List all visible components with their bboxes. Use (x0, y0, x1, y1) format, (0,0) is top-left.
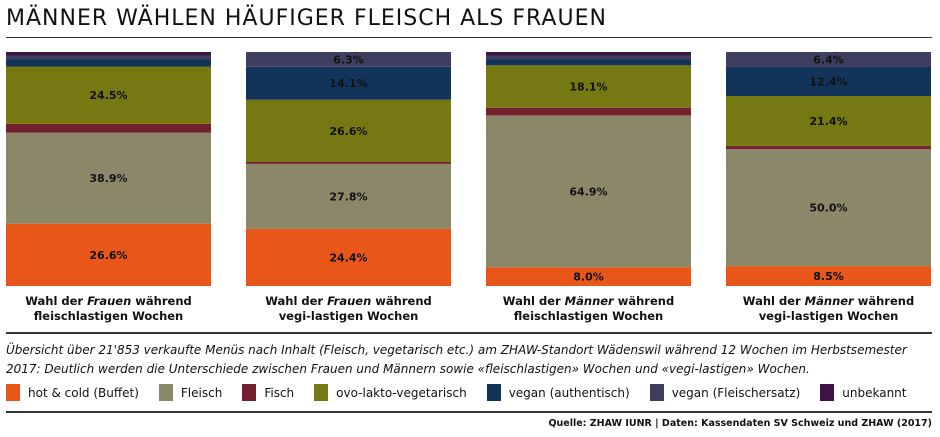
legend-label: ovo-lakto-vegetarisch (336, 385, 467, 400)
legend-label: hot & cold (Buffet) (28, 385, 139, 400)
bar-segment-vegan-fleischersatz- (246, 52, 451, 67)
legend-item: vegan (Fleischersatz) (649, 384, 801, 401)
legend-label: Fisch (264, 385, 295, 400)
divider-top (6, 332, 932, 334)
bar-segment-fisch (726, 146, 931, 150)
bar-segment-hot-cold-buffet- (486, 267, 691, 286)
bar-segment-fleisch (486, 115, 691, 268)
data-label: 26.6% (89, 249, 127, 262)
legend-label: vegan (authentisch) (508, 385, 630, 400)
legend-label: Fleisch (180, 385, 223, 400)
bar-segment-fisch (486, 107, 691, 116)
legend-label: vegan (Fleischersatz) (671, 385, 801, 400)
bar-segment-vegan-fleischersatz- (726, 52, 931, 67)
legend-swatch (820, 384, 835, 401)
bar-segment-unbekannt (486, 52, 691, 56)
caption: Übersicht über 21'853 verkaufte Menüs na… (6, 343, 907, 376)
bar-segment-hot-cold-buffet- (246, 228, 451, 286)
bar-segment-vegan-authentisch- (246, 66, 451, 100)
legend-swatch (314, 384, 329, 401)
bar-segment-ovo-lakto-vegetarisch (726, 95, 931, 147)
data-label: 38.9% (89, 172, 127, 185)
title-rule (6, 37, 932, 38)
data-label: 50.0% (809, 202, 847, 215)
data-label: 12.4% (809, 75, 847, 88)
data-label: 24.4% (329, 251, 367, 264)
bar-segment-fleisch (246, 163, 451, 229)
divider-bottom (6, 411, 932, 413)
stacked-bar-chart: 26.6% 38.9% 24.5% 24.4% 27.8% 26.6% 14.1% 6.3% 8… (6, 52, 931, 286)
legend-item: Fleisch (158, 384, 223, 401)
bar-segment-fisch (246, 161, 451, 164)
bar-segment-ovo-lakto-vegetarisch (6, 66, 211, 124)
legend: hot & cold (Buffet) Fleisch Fisch ovo-lakto… (6, 384, 906, 401)
data-label: 24.5% (89, 89, 127, 102)
data-label: 21.4% (809, 115, 847, 128)
legend-swatch (242, 384, 257, 401)
data-label: 64.9% (569, 185, 607, 198)
legend-label: unbekannt (842, 385, 907, 400)
category-label: Wahl der Männer während fleischlastigen W… (502, 294, 675, 323)
data-label: 8.0% (573, 271, 604, 284)
legend-swatch (6, 384, 20, 401)
legend-item: Fisch (242, 384, 294, 401)
data-label: 18.1% (569, 81, 607, 94)
legend-swatch (486, 384, 501, 401)
legend-swatch (649, 384, 664, 401)
bar-segment-fisch (6, 123, 211, 133)
chart-title: MÄNNER WÄHLEN HÄUFIGER FLEISCH ALS FRAUE… (6, 6, 607, 31)
category-label: Wahl der Männer während vegi-lastigen Woc… (742, 294, 915, 323)
bar-segment-vegan-authentisch- (726, 66, 931, 96)
bar-segment-vegan-authentisch- (486, 59, 691, 66)
legend-item: hot & cold (Buffet) (6, 384, 139, 401)
bar-segment-hot-cold-buffet- (726, 266, 931, 286)
data-label: 27.8% (329, 190, 367, 203)
legend-item: ovo-lakto-vegetarisch (314, 384, 467, 401)
legend-swatch (158, 384, 173, 401)
category-label: Wahl der Frauen während vegi-lastigen Woc… (265, 294, 432, 323)
bar-segment-fleisch (726, 149, 931, 267)
source-note: Quelle: ZHAW IUNR | Daten: Kassendaten S… (548, 418, 932, 429)
bar-segment-ovo-lakto-vegetarisch (246, 99, 451, 162)
data-label: 8.5% (813, 270, 844, 283)
bar-segment-vegan-authentisch- (6, 59, 211, 67)
category-label: Wahl der Frauen während fleischlastigen W… (25, 294, 192, 323)
data-label: 14.1% (329, 77, 367, 90)
bar-segment-hot-cold-buffet- (6, 223, 211, 286)
legend-item: vegan (authentisch) (486, 384, 630, 401)
bar-segment-unbekannt (6, 52, 211, 56)
data-label: 26.6% (329, 125, 367, 138)
data-label: 6.4% (813, 53, 844, 66)
bar-segment-fleisch (6, 132, 211, 224)
bar-segment-ovo-lakto-vegetarisch (486, 65, 691, 108)
bar-segment-vegan-fleischersatz- (6, 55, 211, 60)
legend-item: unbekannt (820, 384, 906, 401)
data-label: 6.3% (333, 53, 364, 66)
bar-segment-vegan-fleischersatz- (486, 55, 691, 60)
